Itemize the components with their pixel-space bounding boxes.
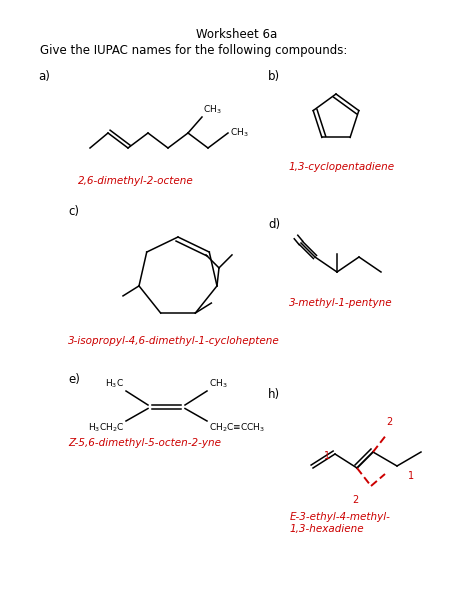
Text: 2: 2: [352, 495, 358, 505]
Text: 3-methyl-1-pentyne: 3-methyl-1-pentyne: [289, 298, 392, 308]
Text: Give the IUPAC names for the following compounds:: Give the IUPAC names for the following c…: [40, 44, 347, 57]
Text: H$_3$CH$_2$C: H$_3$CH$_2$C: [88, 422, 124, 435]
Text: H$_3$C: H$_3$C: [105, 378, 124, 390]
Text: CH$_3$: CH$_3$: [230, 127, 249, 139]
Text: CH$_2$C≡CCH$_3$: CH$_2$C≡CCH$_3$: [209, 422, 265, 435]
Text: e): e): [68, 373, 80, 386]
Text: h): h): [268, 388, 280, 401]
Text: b): b): [268, 70, 280, 83]
Text: 1,3-hexadiene: 1,3-hexadiene: [290, 524, 365, 534]
Text: d): d): [268, 218, 280, 231]
Text: Worksheet 6a: Worksheet 6a: [196, 28, 278, 41]
Text: CH$_3$: CH$_3$: [203, 104, 222, 116]
Text: 1,3-cyclopentadiene: 1,3-cyclopentadiene: [289, 162, 395, 172]
Text: 2: 2: [386, 417, 392, 427]
Text: Z-5,6-dimethyl-5-octen-2-yne: Z-5,6-dimethyl-5-octen-2-yne: [68, 438, 221, 448]
Text: c): c): [68, 205, 79, 218]
Text: 2,6-dimethyl-2-octene: 2,6-dimethyl-2-octene: [78, 176, 194, 186]
Text: CH$_3$: CH$_3$: [209, 378, 228, 390]
Text: 1: 1: [324, 451, 330, 461]
Text: a): a): [38, 70, 50, 83]
Text: 3-isopropyl-4,6-dimethyl-1-cycloheptene: 3-isopropyl-4,6-dimethyl-1-cycloheptene: [68, 336, 280, 346]
Text: E-3-ethyl-4-methyl-: E-3-ethyl-4-methyl-: [290, 512, 391, 522]
Text: 1: 1: [408, 471, 414, 481]
